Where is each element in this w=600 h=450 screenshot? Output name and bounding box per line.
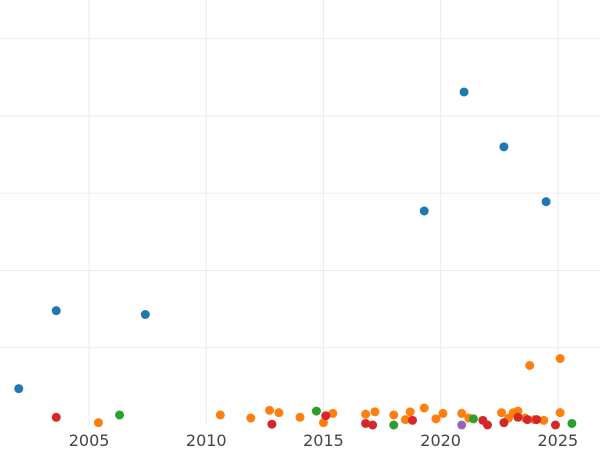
data-point-series4-1 (51, 412, 61, 422)
data-point-series1-7 (541, 197, 551, 207)
data-point-series2-3 (246, 413, 256, 423)
data-point-series4-12 (532, 415, 542, 425)
data-point-series3-5 (567, 418, 577, 428)
data-point-series4-11 (522, 415, 532, 425)
data-point-series2-15 (431, 414, 441, 424)
data-point-series4-5 (368, 420, 378, 430)
data-point-series2-27 (555, 354, 565, 364)
x-tick-label: 2020 (420, 431, 461, 450)
data-point-series3-2 (311, 406, 321, 416)
data-point-series2-11 (389, 410, 399, 420)
data-point-series2-14 (419, 403, 429, 413)
data-point-series2-9 (361, 409, 371, 419)
data-point-series1-1 (14, 384, 24, 394)
data-point-series4-9 (499, 418, 509, 428)
data-point-series2-12 (400, 415, 410, 425)
data-point-series4-3 (321, 411, 331, 421)
data-point-series2-19 (497, 408, 507, 418)
data-point-series2-1 (93, 418, 103, 428)
data-point-series2-7 (318, 418, 328, 428)
data-point-series2-22 (513, 406, 523, 416)
data-point-series4-6 (408, 415, 417, 425)
x-tick-label: 2010 (186, 431, 227, 450)
data-point-series4-13 (550, 420, 560, 430)
data-points (14, 87, 577, 430)
data-point-series4-8 (483, 420, 492, 430)
data-point-series3-1 (115, 410, 125, 420)
data-point-series2-24 (525, 361, 535, 370)
x-axis-ticks: 2005 2010 2015 2020 2025 (69, 431, 578, 450)
data-point-series4-2 (267, 419, 277, 429)
data-point-series1-2 (51, 306, 61, 316)
data-point-series2-2 (215, 410, 225, 420)
x-tick-label: 2015 (303, 431, 344, 450)
x-tick-label: 2005 (69, 431, 110, 450)
data-point-series3-4 (468, 414, 478, 424)
data-point-series2-16 (438, 408, 448, 418)
data-point-series3-3 (389, 420, 399, 430)
data-point-series2-17 (457, 408, 467, 418)
data-point-series1-4 (419, 206, 429, 216)
grid (0, 0, 600, 425)
data-point-series1-5 (459, 87, 469, 97)
data-point-series2-28 (555, 408, 565, 418)
x-tick-label: 2025 (537, 431, 578, 450)
data-point-series4-4 (361, 418, 371, 428)
data-point-series5-1 (457, 420, 467, 430)
data-point-series4-10 (513, 412, 523, 422)
data-point-series2-13 (405, 407, 415, 417)
data-point-series2-8 (328, 408, 338, 418)
data-point-series2-26 (539, 415, 549, 425)
data-point-series2-4 (265, 405, 275, 415)
data-point-series1-6 (499, 142, 509, 152)
data-point-series2-5 (274, 408, 284, 418)
data-point-series2-10 (370, 407, 380, 417)
data-point-series1-3 (140, 310, 150, 319)
data-point-series2-6 (295, 412, 305, 422)
